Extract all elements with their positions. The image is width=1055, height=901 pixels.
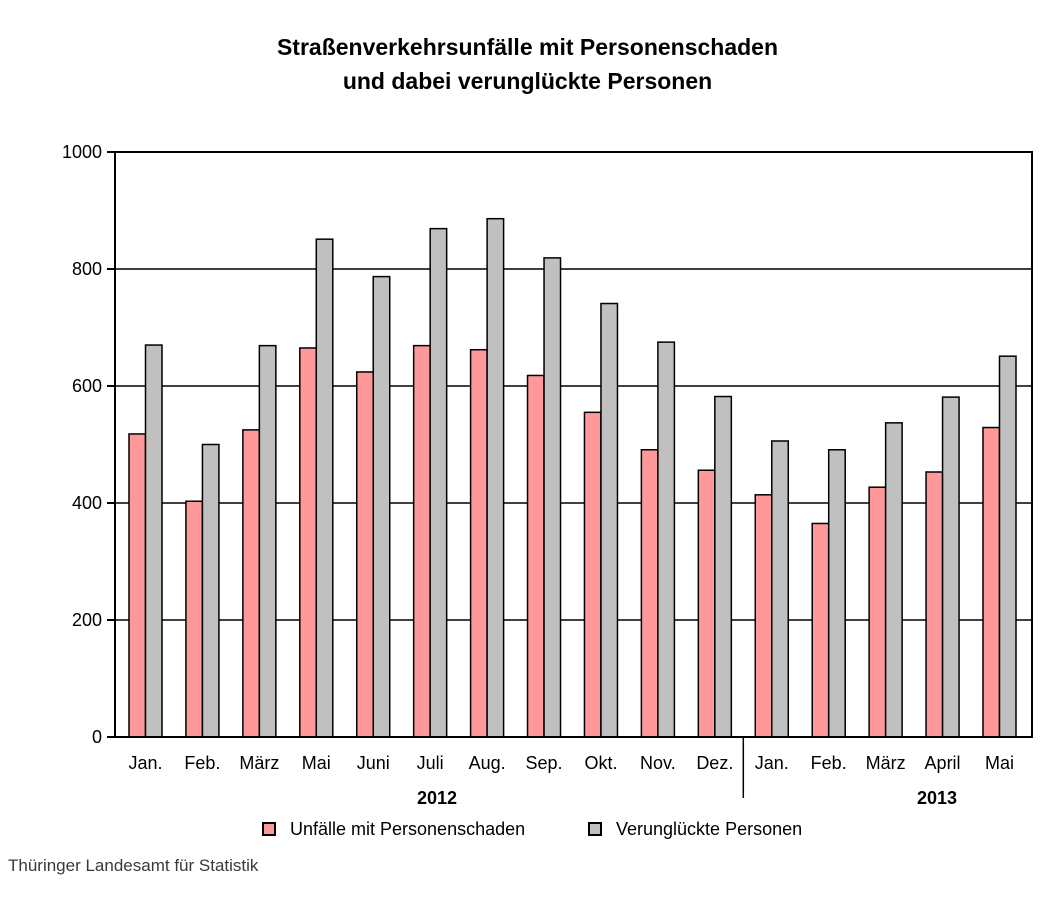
x-axis-label: Feb. <box>811 753 847 773</box>
bar-casualties-2 <box>258 344 277 738</box>
x-axis-label: Okt. <box>584 753 617 773</box>
bar-casualties-6 <box>486 217 505 738</box>
bar-accidents-1 <box>185 500 204 738</box>
x-axis-label: Nov. <box>640 753 676 773</box>
chart-title: Straßenverkehrsunfälle mit Personenschad… <box>0 30 1055 98</box>
bar-casualties-15 <box>998 355 1017 738</box>
chart-legend: Unfälle mit Personenschaden Verunglückte… <box>0 816 1055 842</box>
bar-accidents-10 <box>697 469 716 738</box>
legend-item-accidents: Unfälle mit Personenschaden <box>262 816 525 842</box>
bar-casualties-10 <box>714 395 733 738</box>
bar-accidents-9 <box>640 449 659 738</box>
bar-accidents-7 <box>526 374 545 738</box>
bar-casualties-1 <box>201 443 220 738</box>
bar-casualties-7 <box>543 257 562 738</box>
bar-casualties-8 <box>600 302 619 738</box>
bar-accidents-11 <box>754 494 773 738</box>
y-axis-label: 1000 <box>62 142 102 162</box>
bar-casualties-5 <box>429 227 448 738</box>
year-label-2012: 2012 <box>417 788 457 808</box>
x-axis-label: März <box>239 753 279 773</box>
y-axis-label: 0 <box>92 727 102 747</box>
x-axis-label: Juli <box>417 753 444 773</box>
axis-frame <box>114 151 1033 738</box>
x-axis-label: Juni <box>357 753 390 773</box>
x-axis-label: Dez. <box>696 753 733 773</box>
bar-casualties-4 <box>372 275 391 738</box>
x-axis-label: Jan. <box>128 753 162 773</box>
chart-title-line1: Straßenverkehrsunfälle mit Personenschad… <box>276 34 779 60</box>
x-axis-label: Jan. <box>755 753 789 773</box>
bar-accidents-12 <box>811 522 830 738</box>
x-axis-label: Aug. <box>469 753 506 773</box>
source-caption: Thüringer Landesamt für Statistik <box>8 856 259 875</box>
x-axis-label: März <box>866 753 906 773</box>
bar-casualties-9 <box>657 341 676 738</box>
bar-casualties-0 <box>144 344 163 738</box>
legend-item-casualties: Verunglückte Personen <box>588 816 802 842</box>
x-axis-label: April <box>925 753 961 773</box>
bar-accidents-4 <box>355 371 374 738</box>
x-axis-label: Feb. <box>184 753 220 773</box>
chart-title-line2: und dabei verunglückte Personen <box>342 68 713 94</box>
year-label-2013: 2013 <box>917 788 957 808</box>
y-axis-label: 400 <box>72 493 102 513</box>
bar-accidents-14 <box>925 471 944 738</box>
bar-accidents-5 <box>412 344 431 738</box>
bar-accidents-3 <box>299 347 318 738</box>
legend-label-casualties: Verunglückte Personen <box>616 818 803 839</box>
bar-accidents-8 <box>583 411 602 738</box>
bar-accidents-15 <box>982 426 1001 738</box>
bar-casualties-14 <box>941 396 960 738</box>
legend-swatch-casualties-icon <box>588 822 602 836</box>
x-axis-label: Mai <box>302 753 331 773</box>
y-axis-label: 800 <box>72 259 102 279</box>
bar-casualties-11 <box>771 440 790 738</box>
bar-casualties-3 <box>315 238 334 738</box>
bar-accidents-6 <box>469 348 488 738</box>
bar-casualties-13 <box>884 422 903 738</box>
legend-label-accidents: Unfälle mit Personenschaden <box>290 818 526 839</box>
bar-accidents-13 <box>868 486 887 738</box>
x-axis-label: Sep. <box>526 753 563 773</box>
x-axis-label: Mai <box>985 753 1014 773</box>
bar-casualties-12 <box>827 449 846 738</box>
bar-accidents-2 <box>242 429 261 738</box>
y-axis-label: 200 <box>72 610 102 630</box>
y-axis-label: 600 <box>72 376 102 396</box>
legend-swatch-accidents-icon <box>262 822 276 836</box>
bar-accidents-0 <box>128 433 147 738</box>
